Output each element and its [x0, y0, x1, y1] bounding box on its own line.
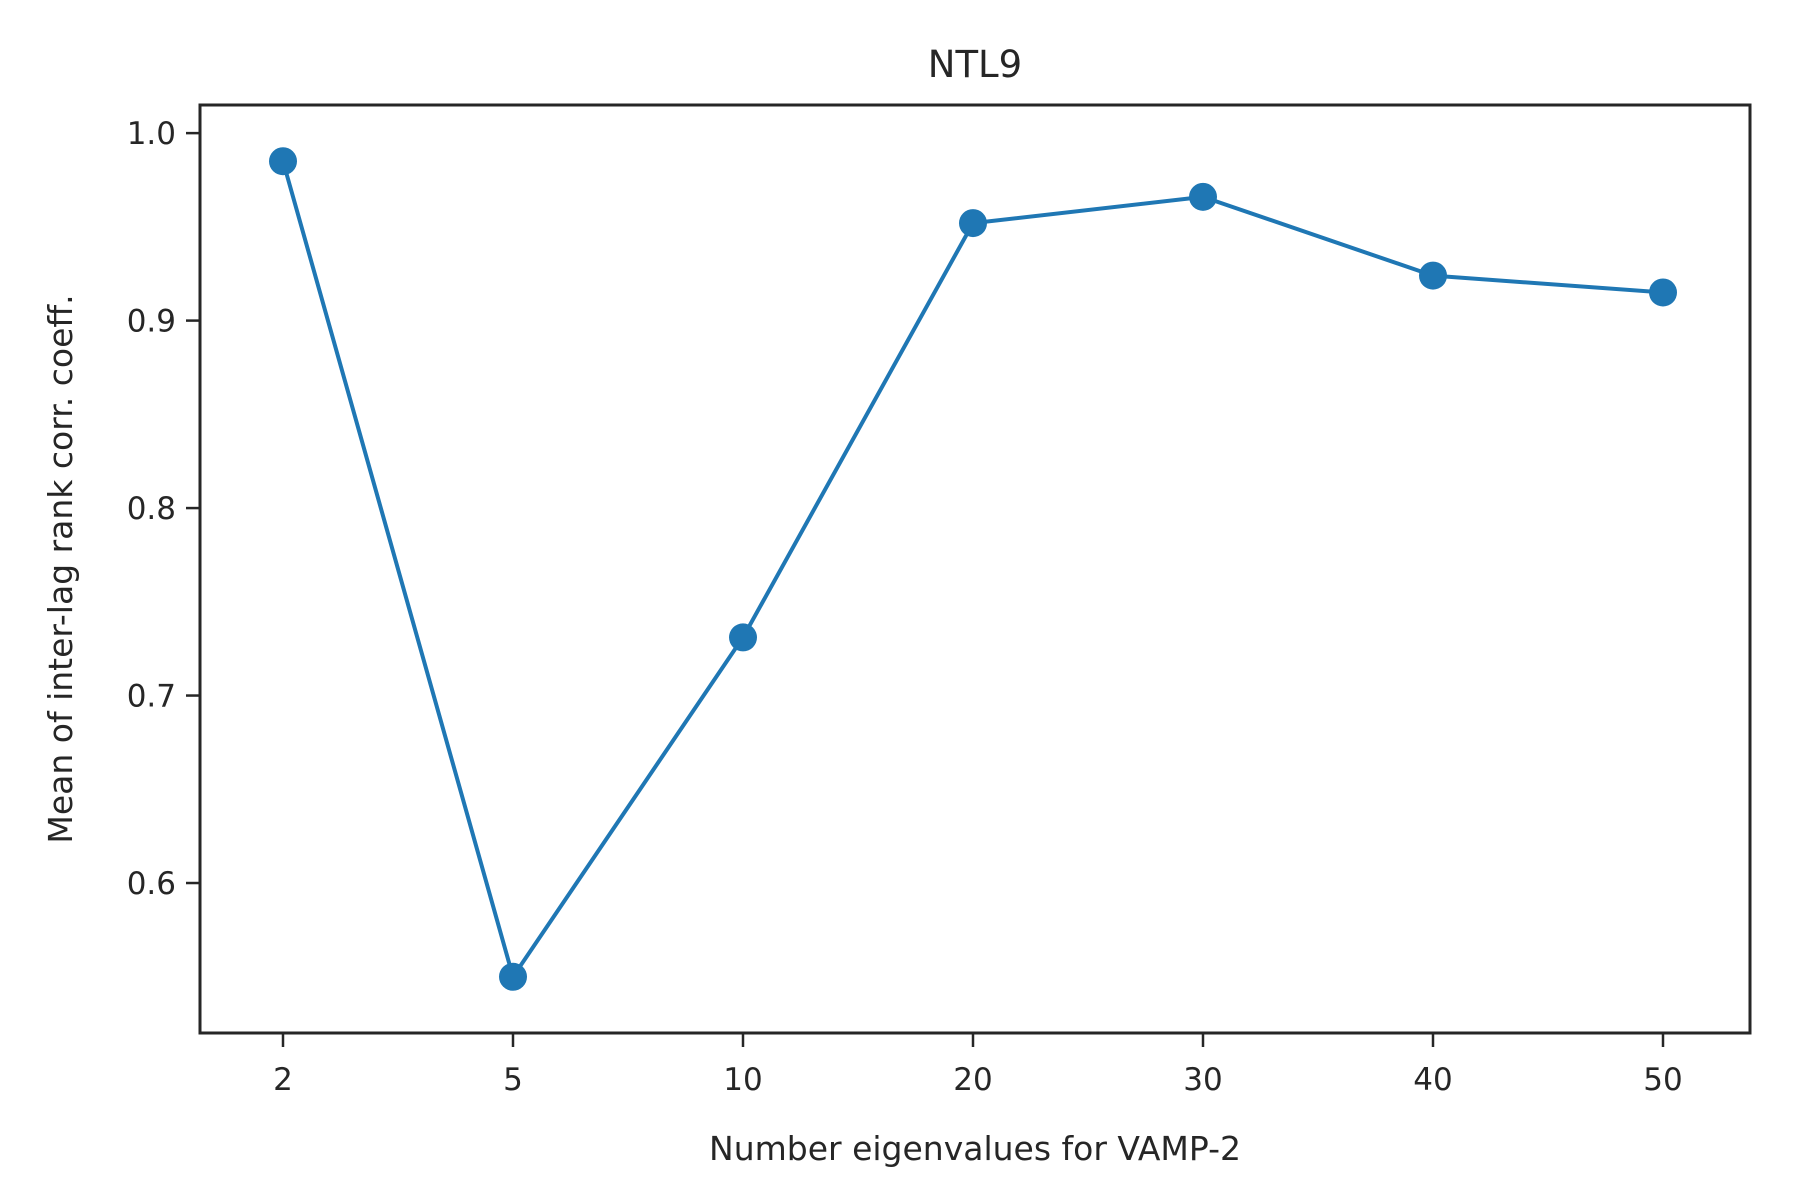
x-tick-label: 5 — [503, 1062, 523, 1098]
series-line — [281, 160, 1664, 979]
data-point — [269, 147, 297, 176]
x-tick-label: 40 — [1413, 1062, 1452, 1098]
y-tick-label: 1.0 — [127, 116, 176, 152]
x-tick-label: 30 — [1183, 1062, 1222, 1098]
data-point — [1189, 182, 1217, 211]
x-tick-label: 2 — [273, 1062, 293, 1098]
y-tick-label: 0.8 — [127, 491, 176, 527]
y-axis-ticks: 0.6 0.7 0.8 0.9 1.0 — [127, 116, 200, 902]
x-axis-label: Number eigenvalues for VAMP-2 — [709, 1129, 1241, 1168]
y-axis-label: Mean of inter-lag rank corr. coeff. — [41, 294, 80, 843]
data-point — [729, 623, 757, 652]
x-tick-label: 20 — [953, 1062, 992, 1098]
data-point — [499, 962, 527, 991]
y-tick-label: 0.9 — [127, 304, 176, 340]
x-tick-label: 50 — [1643, 1062, 1682, 1098]
chart-title: NTL9 — [928, 43, 1022, 86]
data-point — [1419, 261, 1447, 290]
series-line-layer — [281, 160, 1664, 979]
data-point — [1649, 278, 1677, 307]
data-point — [959, 209, 987, 238]
plot-area — [269, 147, 1677, 991]
series-marker-layer — [269, 147, 1677, 991]
y-tick-label: 0.7 — [127, 679, 176, 715]
x-tick-label: 10 — [723, 1062, 762, 1098]
x-axis-ticks: 2 5 10 20 30 40 50 — [273, 1033, 1683, 1098]
y-tick-label: 0.6 — [127, 866, 176, 902]
axes-frame — [198, 103, 1752, 1035]
